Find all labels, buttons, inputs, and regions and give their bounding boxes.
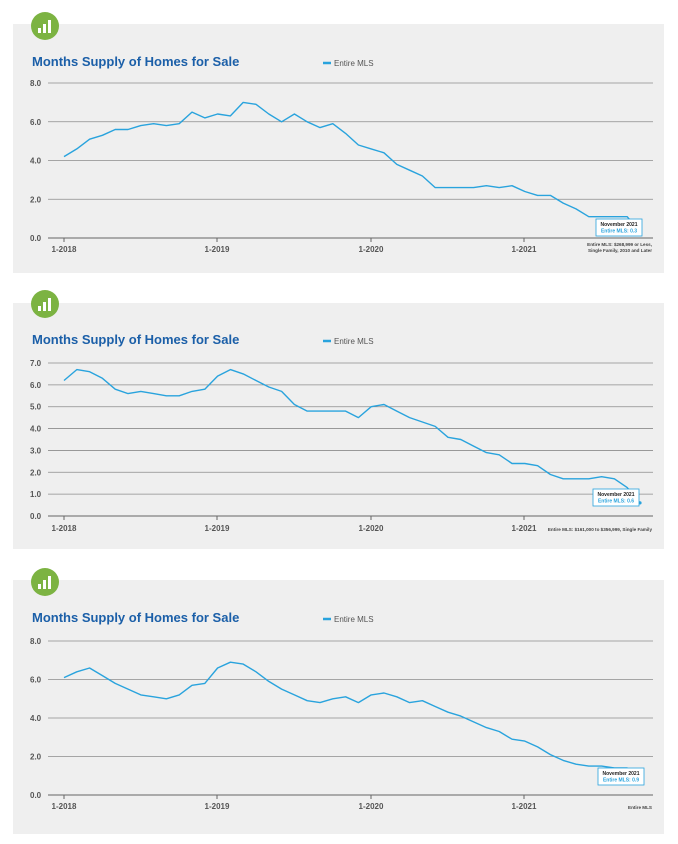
y-tick-label: 2.0	[30, 468, 42, 477]
chart-panel-2	[13, 303, 664, 549]
bar-chart-icon	[31, 568, 59, 596]
series-line	[63, 101, 641, 233]
legend-label: Entire MLS	[334, 59, 374, 68]
y-tick-label: 7.0	[30, 359, 42, 368]
x-tick-label: 1-2020	[359, 245, 384, 254]
y-tick-label: 4.0	[30, 714, 42, 723]
y-tick-label: 6.0	[30, 381, 42, 390]
callout-value: Entire MLS: 0.9	[603, 778, 639, 784]
chart-panel-3	[13, 580, 664, 834]
y-tick-label: 0.0	[30, 791, 42, 800]
filter-note: Entire MLS: $268,999 or Less,	[587, 242, 652, 247]
y-tick-label: 4.0	[30, 425, 42, 434]
y-tick-label: 2.0	[30, 753, 42, 762]
x-tick-label: 1-2019	[205, 524, 230, 533]
callout-box	[597, 767, 645, 786]
y-tick-label: 6.0	[30, 118, 42, 127]
bar-chart-icon	[31, 290, 59, 318]
chart-title: Months Supply of Homes for Sale	[32, 332, 239, 347]
chart-title: Months Supply of Homes for Sale	[32, 54, 239, 69]
callout-date: November 2021	[601, 222, 638, 228]
chart-panel-1	[13, 24, 664, 273]
callout-date: November 2021	[603, 771, 640, 777]
y-tick-label: 4.0	[30, 157, 42, 166]
y-tick-label: 8.0	[30, 637, 42, 646]
callout-value: Entire MLS: 0.3	[601, 229, 637, 235]
y-tick-label: 5.0	[30, 403, 42, 412]
x-tick-label: 1-2020	[359, 802, 384, 811]
callout-date: November 2021	[598, 492, 635, 498]
callout-value: Entire MLS: 0.6	[598, 499, 634, 505]
callout-box	[595, 218, 643, 237]
x-tick-label: 1-2018	[52, 524, 77, 533]
x-tick-label: 1-2018	[52, 802, 77, 811]
x-tick-label: 1-2021	[512, 802, 537, 811]
y-tick-label: 6.0	[30, 676, 42, 685]
filter-note: Entire MLS: $161,000 to $356,999, Single…	[548, 527, 653, 532]
callout-box	[592, 488, 640, 507]
y-tick-label: 2.0	[30, 195, 42, 204]
x-tick-label: 1-2020	[359, 524, 384, 533]
y-tick-label: 1.0	[30, 490, 42, 499]
x-tick-label: 1-2019	[205, 245, 230, 254]
y-tick-label: 0.0	[30, 234, 42, 243]
x-tick-label: 1-2021	[512, 245, 537, 254]
legend-label: Entire MLS	[334, 615, 374, 624]
legend-label: Entire MLS	[334, 337, 374, 346]
y-tick-label: 3.0	[30, 446, 42, 455]
bar-chart-icon	[31, 12, 59, 40]
y-tick-label: 0.0	[30, 512, 42, 521]
x-tick-label: 1-2021	[512, 524, 537, 533]
filter-note: Entire MLS	[628, 805, 652, 810]
x-tick-label: 1-2018	[52, 245, 77, 254]
x-tick-label: 1-2019	[205, 802, 230, 811]
chart-title: Months Supply of Homes for Sale	[32, 610, 239, 625]
series-line	[63, 661, 641, 779]
filter-note: Single Family, 2010 and Later	[588, 248, 652, 253]
series-line	[63, 368, 641, 504]
y-tick-label: 8.0	[30, 79, 42, 88]
